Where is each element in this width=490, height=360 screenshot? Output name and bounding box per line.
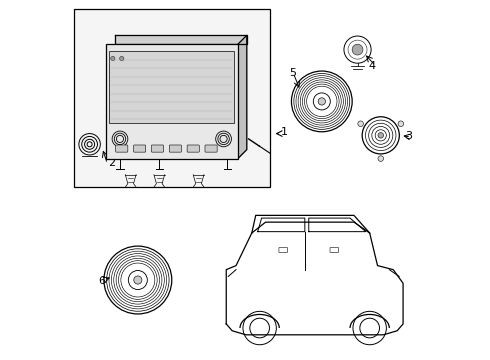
- FancyBboxPatch shape: [134, 145, 146, 152]
- FancyBboxPatch shape: [187, 145, 199, 152]
- Text: 3: 3: [405, 131, 412, 141]
- Circle shape: [318, 98, 325, 105]
- Circle shape: [378, 132, 384, 138]
- Text: 5: 5: [290, 68, 296, 78]
- Circle shape: [134, 276, 142, 284]
- Polygon shape: [115, 35, 247, 44]
- Text: 6: 6: [98, 276, 105, 285]
- FancyBboxPatch shape: [109, 51, 234, 123]
- FancyBboxPatch shape: [151, 145, 164, 152]
- Text: 2: 2: [109, 158, 116, 168]
- Text: 1: 1: [281, 127, 288, 138]
- FancyBboxPatch shape: [116, 145, 128, 152]
- Circle shape: [120, 57, 124, 61]
- FancyBboxPatch shape: [74, 9, 270, 187]
- FancyBboxPatch shape: [106, 44, 238, 158]
- Circle shape: [398, 121, 404, 126]
- Circle shape: [358, 121, 364, 126]
- Polygon shape: [238, 35, 247, 158]
- Circle shape: [378, 156, 384, 161]
- Text: 4: 4: [368, 61, 375, 71]
- Circle shape: [111, 57, 115, 61]
- FancyBboxPatch shape: [205, 145, 217, 152]
- FancyBboxPatch shape: [169, 145, 181, 152]
- Circle shape: [352, 44, 363, 55]
